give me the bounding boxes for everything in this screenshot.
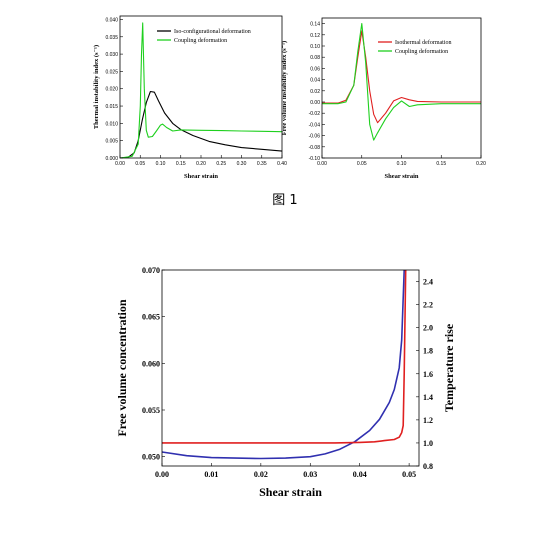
x-tick-label: 0.30 (237, 161, 247, 167)
y-tick-label: 0.040 (105, 17, 118, 23)
x-tick-label: 0.15 (176, 161, 186, 167)
y2-axis-label: Temperature rise (442, 323, 456, 412)
x-tick-label: 0.01 (204, 470, 218, 479)
x-tick-label: 0.25 (216, 161, 226, 167)
x-tick-label: 0.04 (353, 470, 367, 479)
y-tick-label: 0.14 (310, 22, 320, 28)
y-tick-label: 0.030 (105, 52, 118, 58)
x-tick-label: 0.05 (135, 161, 145, 167)
y-tick-label: 0.020 (105, 87, 118, 93)
figure-label: 图 1 (272, 193, 297, 208)
series-line-2-0 (162, 270, 405, 460)
x-tick-label: 0.40 (277, 161, 287, 167)
y-axis-label: Free volume instability index (s⁻¹) (281, 41, 288, 135)
y-tick-label: 0.055 (142, 406, 160, 415)
x-tick-label: 0.05 (357, 161, 367, 167)
x-tick-label: 0.10 (156, 161, 166, 167)
plot-frame (161, 269, 420, 467)
y-tick-label: -0.06 (309, 134, 321, 140)
x-axis-label: Shear strain (184, 173, 218, 180)
legend-entry: Coupling deformation (395, 48, 448, 55)
x-tick-label: 0.20 (476, 161, 486, 167)
y-tick-label: -0.08 (309, 145, 321, 151)
x-tick-label: 0.20 (196, 161, 206, 167)
y2-tick-label: 1.6 (423, 370, 433, 379)
y-tick-label: 0.08 (310, 55, 320, 61)
y-tick-label: 0.065 (142, 313, 160, 322)
y2-tick-label: 2.4 (423, 278, 433, 287)
x-tick-label: 0.00 (155, 470, 169, 479)
series-line-0-0 (120, 90, 282, 158)
y-tick-label: -0.10 (309, 156, 321, 162)
series-line-1-1 (322, 23, 481, 141)
x-tick-label: 0.00 (317, 161, 327, 167)
y2-tick-label: 1.8 (423, 347, 433, 356)
y2-tick-label: 1.4 (423, 393, 433, 402)
legend-entry: Isothermal deformation (395, 39, 451, 46)
x-axis-label: Shear strain (384, 173, 418, 180)
y-axis-label: Free volume concentration (115, 299, 129, 436)
y-tick-label: 0.06 (310, 66, 320, 72)
legend-entry: Coupling deformation (174, 37, 227, 44)
y2-tick-label: 1.0 (423, 439, 433, 448)
y-tick-label: 0.10 (310, 44, 320, 50)
x-tick-label: 0.10 (397, 161, 407, 167)
y-tick-label: -0.02 (309, 111, 321, 117)
y2-tick-label: 1.2 (423, 416, 433, 425)
y-tick-label: 0.025 (105, 69, 118, 75)
x-tick-label: 0.15 (436, 161, 446, 167)
chart-free-volume-temperature: 0.00 0.01 0.02 0.03 0.04 0.05 0.050 0.055 0.060 0… (115, 266, 456, 499)
y-tick-label: 0.070 (142, 266, 160, 275)
y-tick-label: 0.02 (310, 89, 320, 95)
y2-tick-label: 2.2 (423, 301, 433, 310)
legend-entry: Iso-configurational deformation (174, 28, 251, 35)
y-tick-label: 0.050 (142, 453, 160, 462)
y-tick-label: 0.005 (105, 139, 118, 145)
y-tick-label: 0.12 (310, 33, 320, 39)
y-axis-label: Thermal instability index (s⁻¹) (93, 45, 100, 129)
y-tick-label: 0.04 (310, 78, 320, 84)
y-tick-label: 0.015 (105, 104, 118, 110)
chart-free-volume-instability: 0.00 0.05 0.10 0.15 0.20 -0.10 -0.08 -0.06 -0.04… (281, 17, 486, 180)
x-tick-label: 0.03 (303, 470, 317, 479)
x-tick-label: 0.05 (402, 470, 416, 479)
y-tick-label: 0.00 (310, 100, 320, 106)
y-tick-label: -0.04 (309, 122, 321, 128)
y-tick-label: 0.000 (105, 156, 118, 162)
y-tick-label: 0.035 (105, 35, 118, 41)
x-tick-label: 0.00 (115, 161, 125, 167)
x-tick-label: 0.35 (257, 161, 267, 167)
series-line-2-1 (162, 270, 407, 444)
x-axis-label: Shear strain (259, 485, 322, 499)
chart-thermal-instability: 0.00 0.05 0.10 0.15 0.20 0.25 0.30 0.35 0.40 0.00… (93, 15, 287, 180)
y2-tick-label: 0.8 (423, 462, 433, 471)
y-tick-label: 0.060 (142, 359, 160, 368)
x-tick-label: 0.02 (254, 470, 268, 479)
y2-tick-label: 2.0 (423, 324, 433, 333)
series-line-0-1 (120, 22, 282, 158)
y-tick-label: 0.010 (105, 121, 118, 127)
plot-frame (321, 17, 482, 159)
